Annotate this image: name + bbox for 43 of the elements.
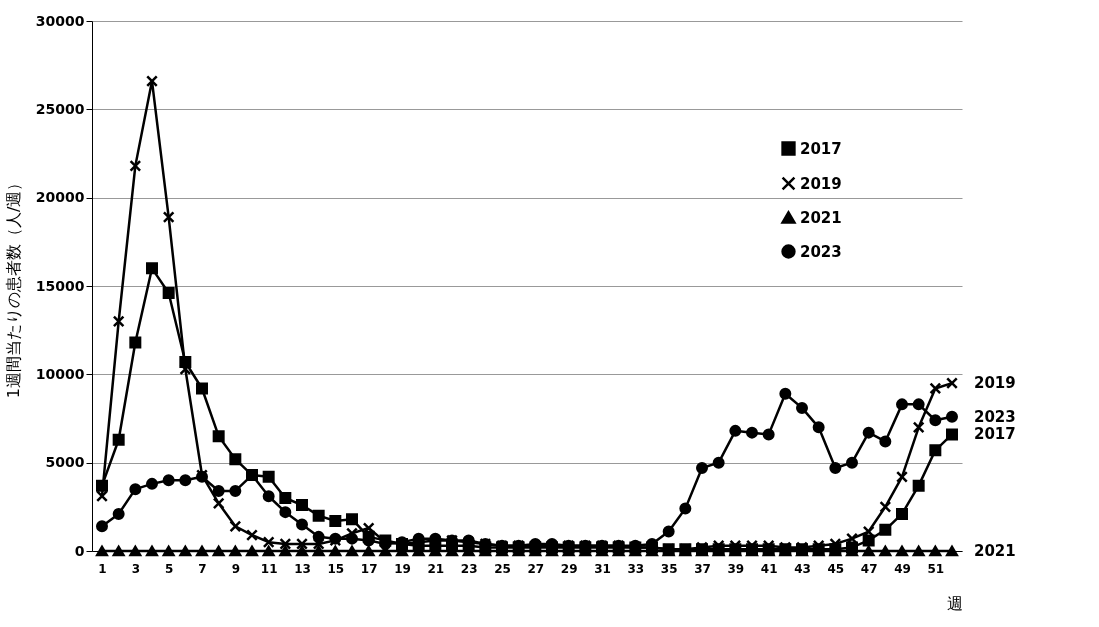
text: 2019 bbox=[974, 374, 1016, 393]
x-tick-label: 39 bbox=[727, 561, 745, 576]
x-tick-label: 9 bbox=[231, 561, 241, 576]
x-tick-label: 1 bbox=[98, 561, 107, 576]
legend-label: 2019 bbox=[800, 174, 842, 193]
x-tick-label: 3 bbox=[131, 561, 141, 576]
x-tick-label: 15 bbox=[327, 561, 345, 576]
x-tick-label: 27 bbox=[527, 561, 545, 576]
y-tick-label: 0 bbox=[74, 542, 85, 559]
x-tick-label: 37 bbox=[694, 561, 711, 576]
x-tick-label: 45 bbox=[827, 561, 845, 576]
x-tick-label: 35 bbox=[660, 561, 678, 576]
text: 2017 bbox=[974, 425, 1016, 444]
x-tick-label: 5 bbox=[164, 561, 174, 576]
legend-label: 2017 bbox=[800, 139, 842, 158]
x-tick-label: 7 bbox=[198, 561, 207, 576]
x-tick-label: 41 bbox=[760, 561, 778, 576]
legend-label: 2023 bbox=[800, 242, 842, 261]
x-tick-label: 31 bbox=[594, 561, 611, 576]
x-tick-label: 23 bbox=[460, 561, 478, 576]
y-axis-title: 1週間当たりの患者数（人/週） bbox=[3, 174, 23, 399]
x-axis-title: 週 bbox=[946, 593, 963, 613]
y-tick-label: 5000 bbox=[45, 454, 85, 471]
x-tick-label: 49 bbox=[894, 561, 911, 576]
legend-label: 2021 bbox=[800, 208, 842, 227]
x-tick-label: 19 bbox=[394, 561, 411, 576]
text: 2021 bbox=[974, 542, 1016, 560]
y-tick-label: 20000 bbox=[35, 189, 85, 206]
x-tick-label: 51 bbox=[927, 561, 945, 576]
y-tick-label: 30000 bbox=[35, 12, 85, 29]
x-tick-label: 13 bbox=[294, 561, 311, 576]
x-tick-label: 43 bbox=[794, 561, 811, 576]
x-tick-label: 25 bbox=[494, 561, 511, 576]
x-tick-label: 21 bbox=[427, 561, 445, 576]
x-tick-label: 47 bbox=[860, 561, 878, 576]
x-tick-label: 17 bbox=[360, 561, 378, 576]
y-tick-label: 15000 bbox=[35, 277, 85, 294]
y-tick-label: 10000 bbox=[35, 365, 85, 382]
x-tick-label: 33 bbox=[627, 561, 645, 576]
text: 2023 bbox=[974, 407, 1016, 426]
y-tick-label: 25000 bbox=[35, 100, 85, 117]
x-tick-label: 11 bbox=[260, 561, 278, 576]
x-tick-label: 29 bbox=[560, 561, 578, 576]
